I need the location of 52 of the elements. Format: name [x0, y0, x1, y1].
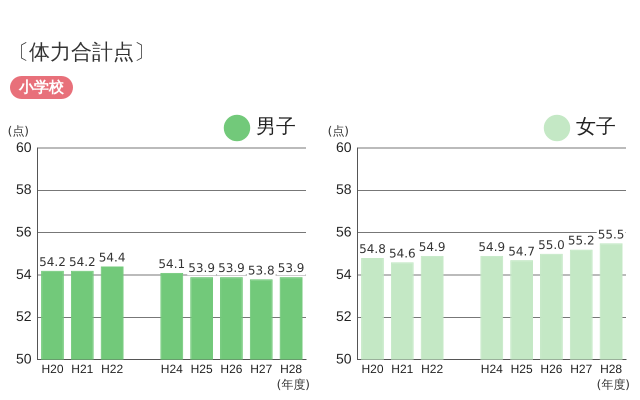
x-axis-title: (年度) [596, 378, 630, 392]
x-tick-label: H28 [280, 362, 302, 376]
y-tick-label: 60 [336, 138, 352, 155]
data-label: 55.0 [538, 238, 565, 252]
data-label: 54.6 [388, 246, 416, 260]
y-tick-label: 54 [336, 266, 352, 282]
data-label: 53.9 [218, 261, 245, 276]
x-tick-label: H21 [71, 362, 94, 376]
y-tick-label: 50 [336, 350, 352, 366]
chart-title: 〔体力合計点〕 [8, 39, 155, 66]
data-label: 54.7 [508, 244, 535, 258]
x-axis-title: (年度) [276, 378, 310, 392]
y-tick-label: 52 [336, 308, 352, 324]
y-tick-label: 58 [16, 181, 32, 198]
data-label: 54.1 [158, 256, 186, 271]
x-tick-label: H22 [101, 362, 124, 376]
data-label: 53.9 [278, 261, 304, 276]
x-tick-label: H22 [421, 362, 444, 376]
x-tick-label: H28 [600, 362, 622, 376]
y-axis-title: (点) [8, 124, 29, 138]
x-tick-label: H26 [540, 362, 563, 376]
data-label: 54.9 [478, 240, 506, 254]
y-tick-label: 56 [336, 224, 352, 240]
data-label: 54.8 [359, 242, 386, 256]
y-tick-label: 52 [16, 308, 32, 324]
y-tick-label: 60 [16, 138, 32, 155]
x-tick-label: H26 [220, 362, 243, 376]
legend-label: 男子 [256, 114, 296, 138]
data-label: 54.9 [418, 240, 446, 254]
x-tick-label: H20 [41, 362, 64, 376]
data-label: 54.2 [39, 254, 66, 269]
legend-label: 女子 [576, 114, 616, 138]
y-tick-label: 50 [16, 350, 32, 366]
data-label: 55.2 [568, 234, 595, 248]
y-axis-title: (点) [328, 124, 349, 138]
data-label: 55.5 [598, 227, 624, 242]
x-tick-label: H21 [391, 362, 414, 376]
x-tick-label: H24 [480, 362, 504, 376]
x-tick-label: H24 [160, 362, 184, 376]
x-tick-label: H27 [250, 362, 273, 376]
y-tick-label: 56 [16, 224, 32, 240]
x-tick-label: H25 [510, 362, 533, 376]
y-tick-label: 58 [336, 181, 352, 198]
data-label: 53.9 [188, 261, 215, 276]
x-tick-label: H25 [190, 362, 213, 376]
chart-subtitle: 小学校 [10, 76, 73, 99]
y-tick-label: 54 [16, 266, 32, 282]
data-label: 53.8 [248, 263, 275, 278]
x-tick-label: H27 [570, 362, 593, 376]
data-label: 54.2 [68, 254, 96, 269]
x-tick-label: H20 [361, 362, 384, 376]
data-label: 54.4 [98, 250, 126, 265]
